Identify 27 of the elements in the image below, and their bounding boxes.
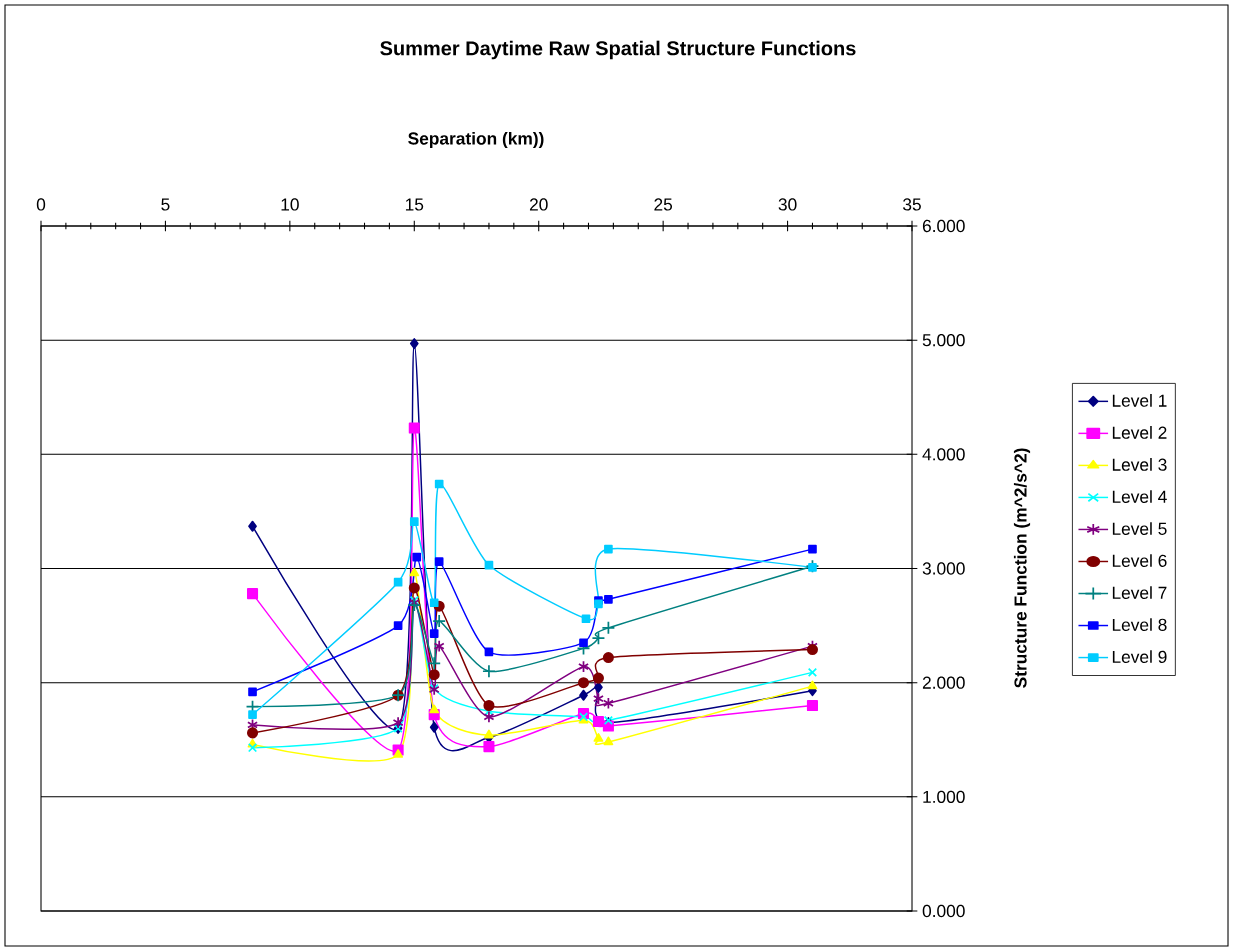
y-tick-label: 1.000 bbox=[923, 790, 965, 803]
legend-label: Level 8 bbox=[1112, 618, 1167, 631]
y-tick-label: 5.000 bbox=[922, 334, 965, 347]
x-tick-label: 5 bbox=[161, 198, 170, 211]
x-tick-label: 20 bbox=[529, 198, 548, 211]
y-tick-label: 4.000 bbox=[922, 448, 965, 461]
x-tick-label: 15 bbox=[405, 198, 424, 211]
x-tick-label: 30 bbox=[778, 198, 797, 211]
x-axis-title: Separation (km)) bbox=[408, 131, 544, 149]
legend-label: Level 1 bbox=[1112, 394, 1167, 407]
y-tick-label: 2.000 bbox=[922, 676, 965, 689]
legend-label: Level 4 bbox=[1112, 490, 1167, 503]
legend-label: Level 2 bbox=[1112, 426, 1167, 439]
y-tick-label: 0.000 bbox=[922, 904, 965, 918]
x-tick-label: 10 bbox=[281, 198, 299, 211]
chart-title: Summer Daytime Raw Spatial Structure Functions bbox=[380, 40, 856, 60]
y-tick-label: 3.000 bbox=[922, 562, 965, 575]
legend-label: Level 3 bbox=[1112, 458, 1167, 471]
legend-label: Level 7 bbox=[1112, 586, 1167, 599]
legend-label: Level 9 bbox=[1112, 650, 1167, 664]
y-axis-title: Structure Function (m^2/s^2) bbox=[1013, 448, 1031, 688]
x-tick-label: 35 bbox=[903, 198, 921, 211]
legend-label: Level 5 bbox=[1112, 522, 1167, 535]
x-tick-label: 0 bbox=[36, 198, 46, 211]
x-tick-label: 25 bbox=[654, 198, 673, 211]
y-tick-label: 6.000 bbox=[922, 219, 965, 233]
legend-label: Level 6 bbox=[1112, 554, 1167, 567]
